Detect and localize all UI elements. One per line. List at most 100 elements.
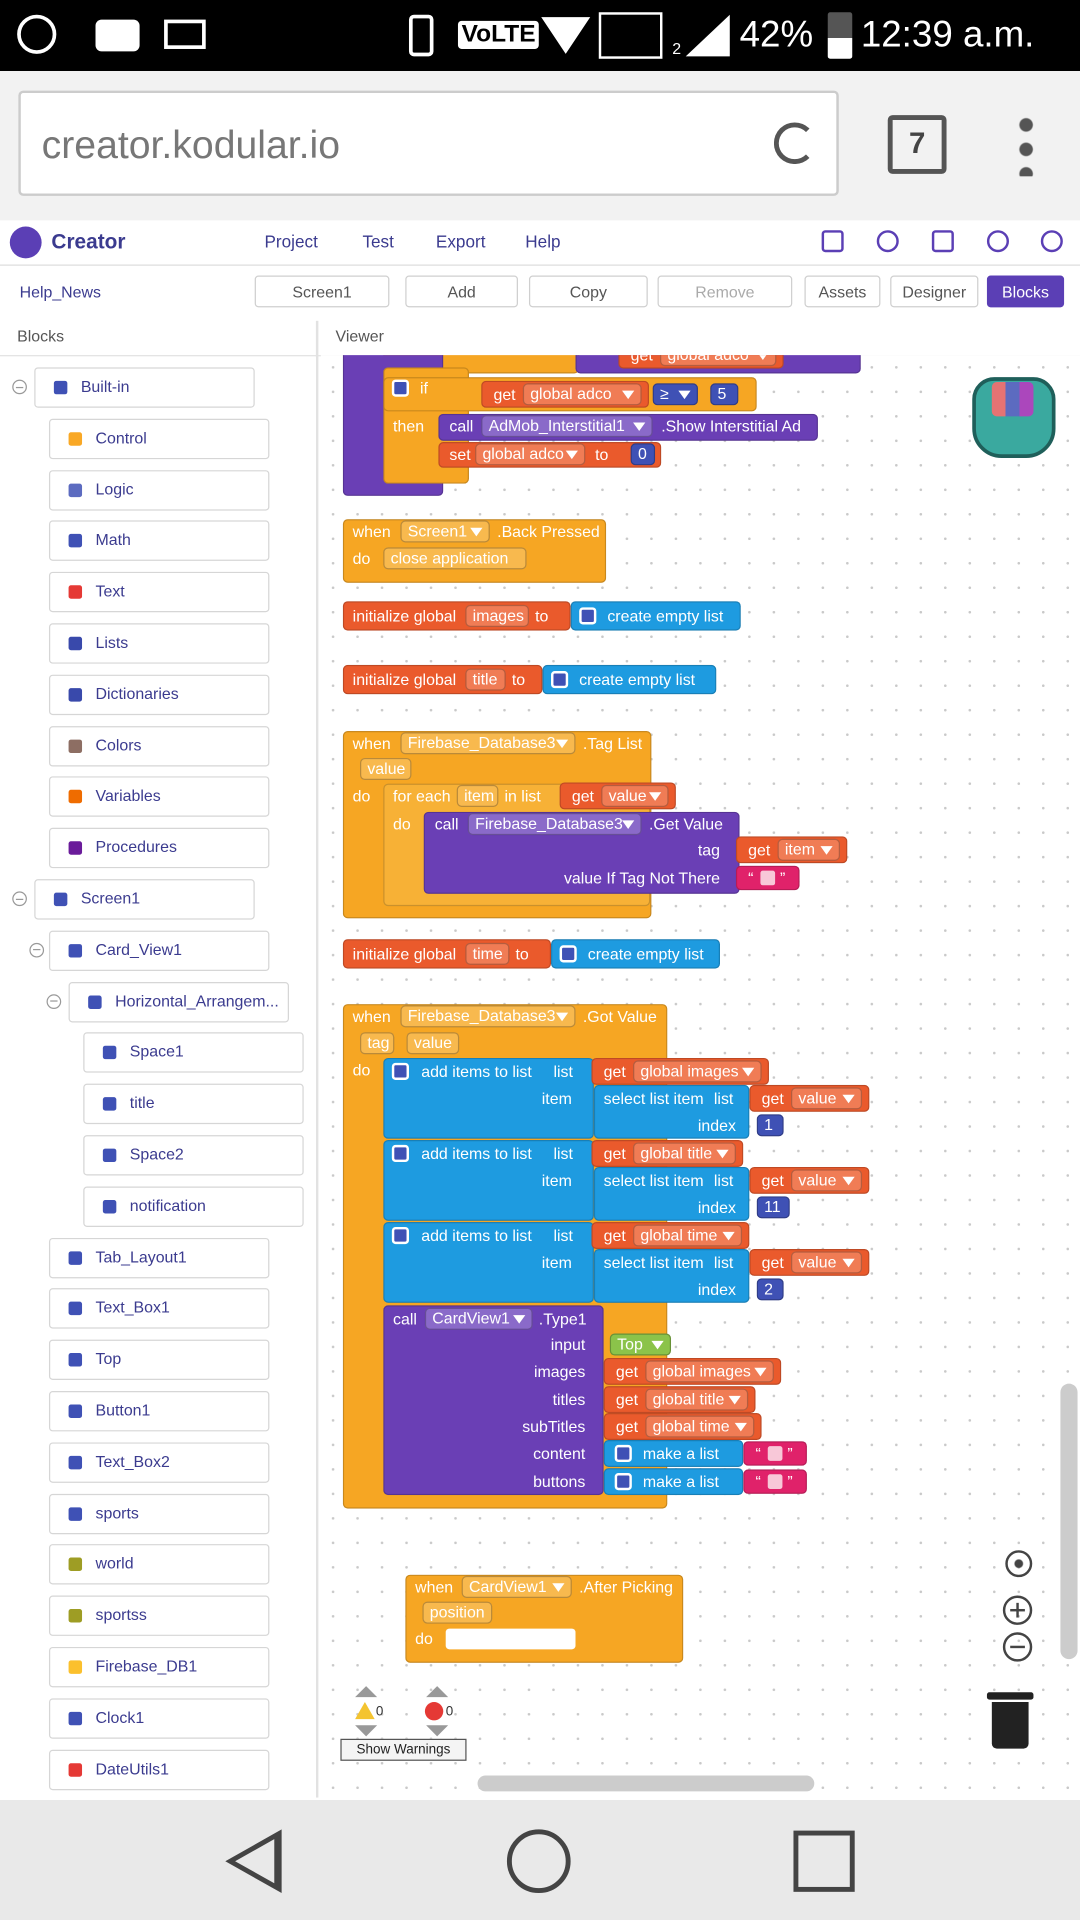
block-field[interactable]: CardView1 (461, 1575, 572, 1598)
tree-item[interactable] (48, 930, 270, 971)
gear-icon[interactable] (391, 379, 409, 397)
tree-item[interactable] (83, 1083, 304, 1125)
header-icon[interactable] (931, 230, 954, 253)
tree-item[interactable] (48, 1339, 270, 1381)
block-field[interactable]: value (791, 1169, 863, 1192)
warning-nav[interactable] (355, 1686, 378, 1698)
horizontal-scrollbar[interactable] (477, 1775, 815, 1792)
tree-item[interactable] (48, 623, 270, 664)
home-button[interactable] (506, 1829, 571, 1894)
warning-nav[interactable] (355, 1725, 378, 1737)
gear-icon[interactable] (391, 1062, 409, 1081)
block-field[interactable]: global title (633, 1142, 736, 1165)
menu-item[interactable]: Project (264, 231, 318, 252)
trash-lid[interactable] (986, 1692, 1034, 1700)
tree-item[interactable] (48, 1493, 270, 1534)
header-icon[interactable] (1040, 230, 1063, 253)
collapse-toggle[interactable] (29, 942, 45, 958)
designer-button[interactable]: Designer (890, 275, 979, 308)
assets-button[interactable]: Assets (804, 275, 881, 308)
tree-item[interactable] (83, 1032, 304, 1074)
block-field[interactable]: Screen1 (400, 520, 490, 543)
block-field[interactable]: AdMob_Interstitial1 (481, 415, 653, 438)
tree-item[interactable] (48, 1595, 270, 1637)
vertical-scrollbar[interactable] (1060, 1383, 1078, 1660)
tree-item[interactable] (34, 879, 255, 920)
block-field[interactable]: global images (633, 1060, 762, 1083)
copy-button[interactable]: Copy (528, 275, 648, 308)
tree-item[interactable] (48, 827, 270, 869)
block-field[interactable]: Firebase_Database3 (400, 1005, 576, 1028)
zoom-out-button[interactable] (1002, 1632, 1033, 1662)
header-icon[interactable] (876, 230, 899, 253)
block-field[interactable]: CardView1 (424, 1307, 533, 1330)
tree-item[interactable] (48, 469, 270, 511)
tree-item[interactable] (48, 1544, 270, 1585)
block-field[interactable]: value (791, 1087, 863, 1110)
block-field[interactable]: Firebase_Database3 (400, 732, 576, 755)
header-icon[interactable] (986, 230, 1009, 253)
tree-item[interactable] (48, 1749, 270, 1790)
blocks-tree: Built-in Control Logic Math Text Lists Diction… (0, 357, 316, 1798)
screen-select[interactable]: Screen1 (254, 275, 390, 308)
collapse-toggle[interactable] (12, 379, 27, 395)
blocks-button[interactable]: Blocks (986, 275, 1065, 308)
gear-icon[interactable] (579, 607, 597, 625)
tree-item[interactable] (48, 776, 270, 818)
block-text: list (713, 1171, 734, 1190)
block-field[interactable]: Firebase_Database3 (467, 813, 642, 836)
reload-button[interactable] (773, 122, 816, 165)
gear-icon[interactable] (391, 1226, 409, 1245)
gear-icon[interactable] (559, 945, 577, 963)
zoom-in-button[interactable] (1002, 1595, 1033, 1625)
tree-item[interactable] (68, 981, 289, 1022)
block-field[interactable]: global images (645, 1360, 774, 1383)
remove-button[interactable]: Remove (657, 275, 793, 308)
gear-icon[interactable] (551, 671, 569, 689)
header-icon[interactable] (821, 230, 844, 253)
collapse-toggle[interactable] (12, 891, 27, 907)
block-field[interactable]: global title (645, 1388, 749, 1411)
menu-item[interactable]: Export (435, 231, 486, 252)
add-button[interactable]: Add (405, 275, 518, 308)
block-field[interactable]: global adco (522, 383, 642, 406)
warning-nav[interactable] (426, 1725, 449, 1737)
gear-icon[interactable] (614, 1472, 632, 1490)
collapse-toggle[interactable] (46, 993, 62, 1009)
tree-item[interactable] (48, 1646, 270, 1688)
tree-item[interactable] (48, 725, 270, 767)
menu-item[interactable]: Help (525, 231, 561, 252)
trash-can[interactable] (991, 1702, 1029, 1749)
tabs-button[interactable]: 7 (887, 115, 947, 174)
tree-item[interactable] (48, 1698, 270, 1739)
tree-item[interactable] (48, 418, 270, 459)
block-field[interactable]: ≥ (652, 383, 698, 406)
block-field[interactable]: global time (633, 1224, 743, 1247)
recenter-button[interactable] (1005, 1550, 1033, 1578)
tree-item[interactable] (48, 1442, 270, 1483)
gear-icon[interactable] (391, 1144, 409, 1163)
tree-item[interactable] (48, 572, 270, 613)
tree-item[interactable] (83, 1135, 304, 1176)
tree-item[interactable] (48, 1237, 270, 1278)
tree-item[interactable] (48, 674, 270, 715)
url-box[interactable] (18, 90, 839, 196)
gear-icon[interactable] (614, 1445, 632, 1463)
block-field[interactable]: item (777, 838, 841, 861)
warning-nav[interactable] (426, 1686, 449, 1698)
tree-item[interactable] (48, 520, 270, 562)
block-field[interactable]: value (601, 784, 669, 807)
block-field[interactable]: Top (609, 1333, 672, 1356)
menu-item[interactable]: Test (362, 231, 394, 252)
block-field[interactable]: global adco (660, 355, 777, 367)
recents-button[interactable] (793, 1830, 855, 1892)
show-warnings-button[interactable]: Show Warnings (340, 1738, 467, 1761)
tree-item[interactable] (83, 1186, 304, 1227)
block-field[interactable]: global time (645, 1415, 755, 1438)
tree-item[interactable] (34, 367, 255, 408)
block-field[interactable]: global adco (475, 443, 586, 466)
tree-item[interactable] (48, 1391, 270, 1432)
menu-button[interactable] (1018, 112, 1034, 177)
block-field[interactable]: value (791, 1251, 863, 1274)
tree-item[interactable] (48, 1288, 270, 1330)
